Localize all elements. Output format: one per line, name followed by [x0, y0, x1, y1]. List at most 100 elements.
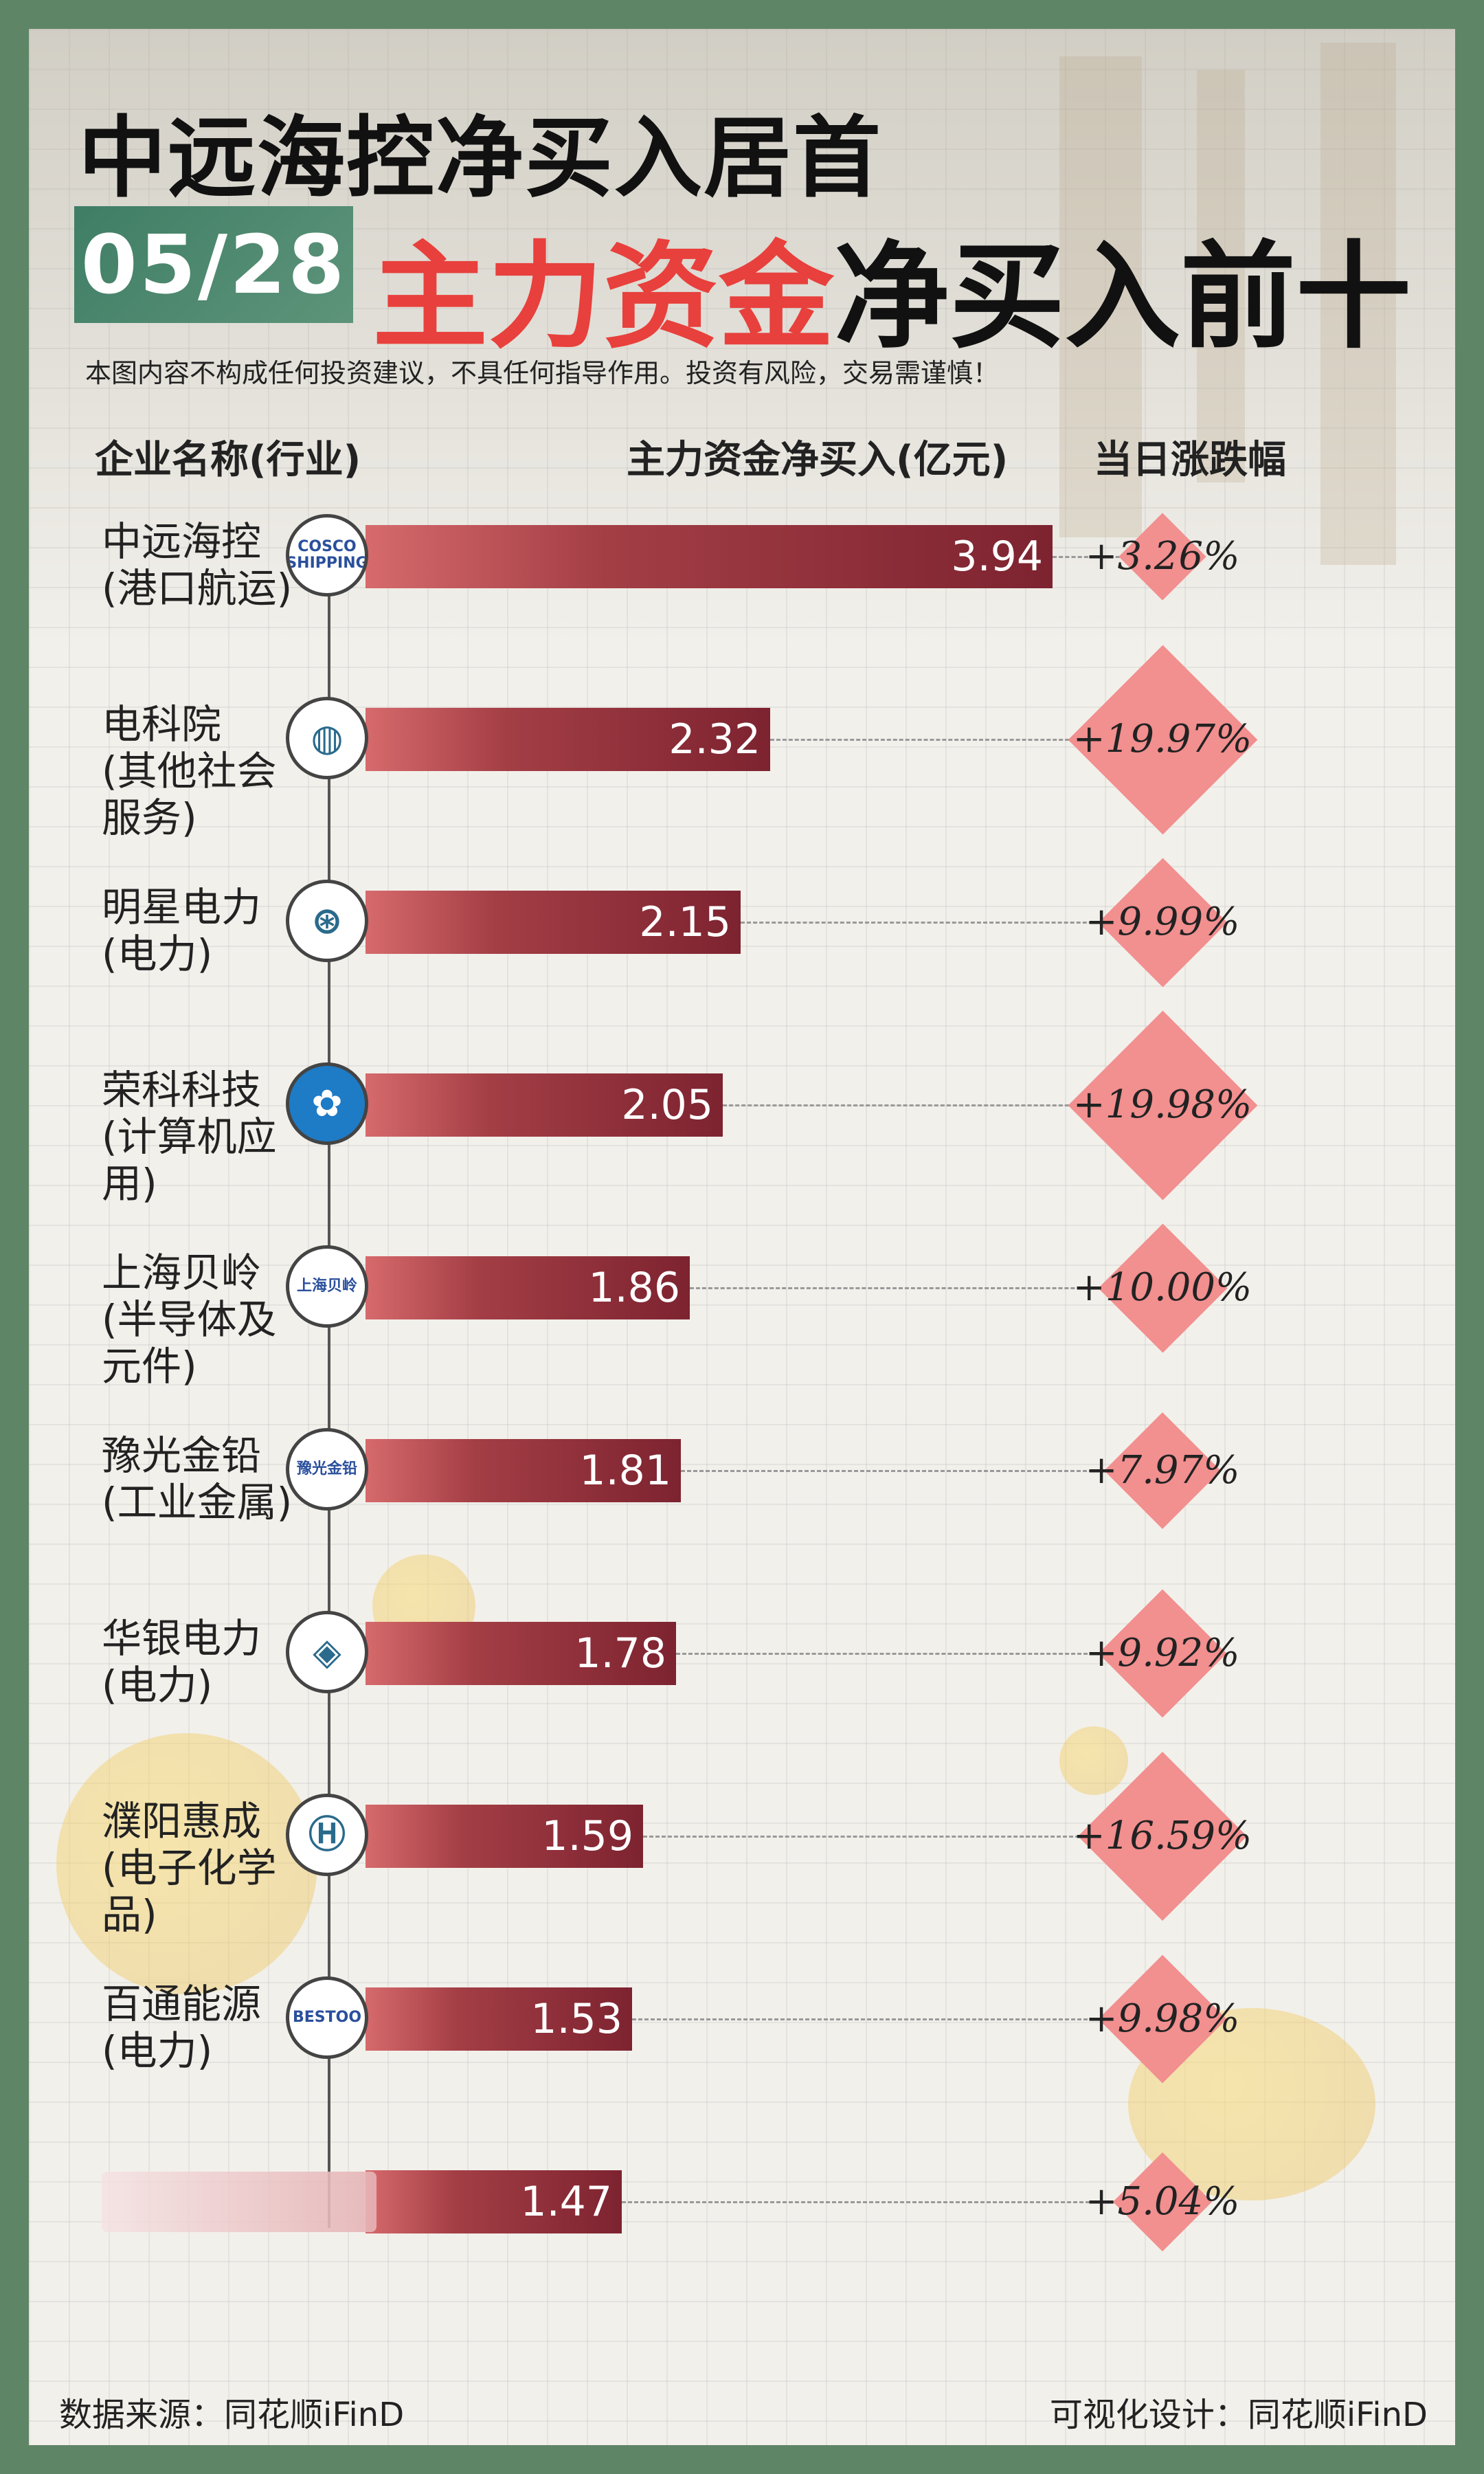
company-name-label: 荣科科技 (计算机应用) — [102, 1067, 308, 1207]
leader-line — [676, 1653, 1112, 1655]
company-name: 电科院 — [102, 701, 222, 748]
leader-line — [632, 2018, 1112, 2020]
belling-logo-icon: 上海贝岭 — [286, 1245, 368, 1328]
bestoo-logo-icon: BESTOO — [286, 1976, 368, 2059]
net-buy-value: 1.53 — [530, 1995, 622, 2043]
table-row: +3.26% 3.94 中远海控 (港口航运) COSCO SHIPPING — [29, 513, 1455, 694]
bg-coin — [56, 1733, 317, 1994]
net-buy-bar: 1.86 — [366, 1256, 690, 1319]
date-badge: 05/28 — [74, 206, 353, 323]
company-name-label: 华银电力 (电力) — [102, 1615, 308, 1708]
company-name-label: 濮阳惠成 (电子化学品) — [102, 1798, 308, 1938]
net-buy-value: 2.05 — [621, 1081, 713, 1129]
net-buy-bar: 1.81 — [366, 1439, 681, 1502]
company-industry: (港口航运) — [102, 565, 293, 612]
logo-glyph: ◍ — [311, 716, 344, 759]
net-buy-value: 1.47 — [520, 2178, 612, 2226]
net-buy-bar: 2.15 — [366, 891, 741, 954]
globe-logo-icon: ◍ — [286, 697, 368, 779]
leader-line — [770, 739, 1081, 741]
net-buy-value: 1.86 — [588, 1264, 680, 1312]
company-name-label: 豫光金铅 (工业金属) — [102, 1432, 308, 1526]
net-buy-value: 1.59 — [541, 1812, 633, 1860]
change-pct-label: +19.97% — [1072, 717, 1252, 761]
logo-glyph: ✿ — [311, 1082, 343, 1125]
infographic-canvas: 中远海控净买入居首 05/28 主力资金净买入前十 本图内容不构成任何投资建议，… — [29, 29, 1455, 2445]
net-buy-bar: 1.59 — [366, 1805, 643, 1868]
table-row: +19.98% 2.05 荣科科技 (计算机应用) ✿ — [29, 1010, 1455, 1242]
company-industry: (电力) — [102, 930, 213, 977]
flower-logo-icon: ✿ — [286, 1062, 368, 1145]
company-name: 明星电力 — [102, 884, 262, 930]
net-buy-bar: 1.53 — [366, 1987, 632, 2051]
huayin-logo-icon: ◈ — [286, 1611, 368, 1693]
change-pct-label: +3.26% — [1085, 534, 1240, 579]
company-name: 豫光金铅 — [102, 1432, 262, 1479]
company-name: 中远海控 — [102, 518, 262, 565]
leader-line — [741, 922, 1112, 924]
change-pct-label: +5.04% — [1085, 2179, 1240, 2224]
yuguang-logo-icon: 豫光金铅 — [286, 1428, 368, 1511]
bg-coin — [1059, 1726, 1128, 1795]
leader-line — [723, 1104, 1081, 1106]
chart-title-red: 主力资金 — [372, 230, 834, 364]
change-pct-label: +19.98% — [1072, 1082, 1252, 1127]
company-name-label: 明星电力 (电力) — [102, 884, 308, 977]
leader-line — [1053, 556, 1132, 558]
h-circle-logo-icon: Ⓗ — [286, 1794, 368, 1876]
column-header-company: 企业名称(行业) — [95, 438, 361, 482]
net-buy-value: 2.15 — [639, 898, 731, 946]
column-header-change: 当日涨跌幅 — [1094, 438, 1286, 482]
cosco-shipping-logo-icon: COSCO SHIPPING — [286, 514, 368, 597]
leader-line — [690, 1287, 1112, 1289]
company-industry: (半导体及元件) — [102, 1296, 277, 1390]
bg-decor-bar — [1059, 56, 1142, 537]
logo-glyph: ◈ — [313, 1630, 341, 1673]
table-row: +10.00% 1.86 上海贝岭 (半导体及元件) 上海贝岭 — [29, 1223, 1455, 1425]
change-pct-label: +7.97% — [1085, 1448, 1240, 1493]
logo-glyph: Ⓗ — [308, 1813, 346, 1856]
company-industry: (计算机应用) — [102, 1113, 277, 1207]
change-pct-label: +9.98% — [1085, 1996, 1240, 2041]
table-row: +5.04% 1.47 — [29, 2152, 1455, 2339]
company-name: 濮阳惠成 — [102, 1798, 262, 1845]
net-buy-value: 1.78 — [574, 1629, 666, 1678]
net-buy-bar: 2.32 — [366, 708, 770, 771]
company-name: 百通能源 — [102, 1981, 262, 2027]
bg-decor-bar — [1320, 43, 1396, 565]
change-pct-label: +10.00% — [1072, 1265, 1252, 1310]
change-pct-label: +9.99% — [1085, 900, 1240, 944]
chart-title-black: 净买入前十 — [834, 230, 1411, 364]
leader-line — [622, 2201, 1127, 2203]
obscured-company-label — [102, 2172, 376, 2232]
bg-decor-bar — [1197, 70, 1245, 482]
table-row: +16.59% 1.59 濮阳惠成 (电子化学品) Ⓗ — [29, 1751, 1455, 1974]
net-buy-bar: 1.47 — [366, 2170, 622, 2233]
table-row: +9.99% 2.15 明星电力 (电力) ⊛ — [29, 857, 1455, 1060]
table-row: +9.98% 1.53 百通能源 (电力) BESTOO — [29, 1954, 1455, 2157]
table-row: +7.97% 1.81 豫光金铅 (工业金属) 豫光金铅 — [29, 1412, 1455, 1608]
leader-line — [643, 1836, 1092, 1838]
company-name-label: 百通能源 (电力) — [102, 1981, 308, 2074]
company-industry: (电力) — [102, 1662, 213, 1708]
net-buy-value: 1.81 — [579, 1447, 671, 1495]
company-name: 荣科科技 — [102, 1067, 262, 1113]
company-name-label: 上海贝岭 (半导体及元件) — [102, 1249, 308, 1390]
net-buy-value: 2.32 — [668, 715, 761, 764]
company-industry: (电力) — [102, 2027, 213, 2074]
mingxing-logo-icon: ⊛ — [286, 880, 368, 962]
headline: 中远海控净买入居首 — [78, 107, 883, 210]
table-row: +19.97% 2.32 电科院 (其他社会服务) ◍ — [29, 645, 1455, 877]
net-buy-bar: 1.78 — [366, 1622, 676, 1685]
chart-title: 主力资金净买入前十 — [372, 203, 1411, 370]
net-buy-bar: 3.94 — [366, 525, 1053, 588]
company-industry: (工业金属) — [102, 1479, 293, 1526]
leader-line — [681, 1470, 1118, 1472]
company-name-label: 电科院 (其他社会服务) — [102, 701, 308, 841]
change-pct-label: +16.59% — [1072, 1814, 1252, 1858]
company-industry: (其他社会服务) — [102, 748, 277, 841]
disclaimer-text: 本图内容不构成任何投资建议，不具任何指导作用。投资有风险，交易需谨慎！ — [85, 358, 1000, 388]
net-buy-bar: 2.05 — [366, 1073, 723, 1137]
data-source: 数据来源：同花顺iFinD — [59, 2396, 405, 2434]
bar-axis-line — [328, 565, 330, 2228]
